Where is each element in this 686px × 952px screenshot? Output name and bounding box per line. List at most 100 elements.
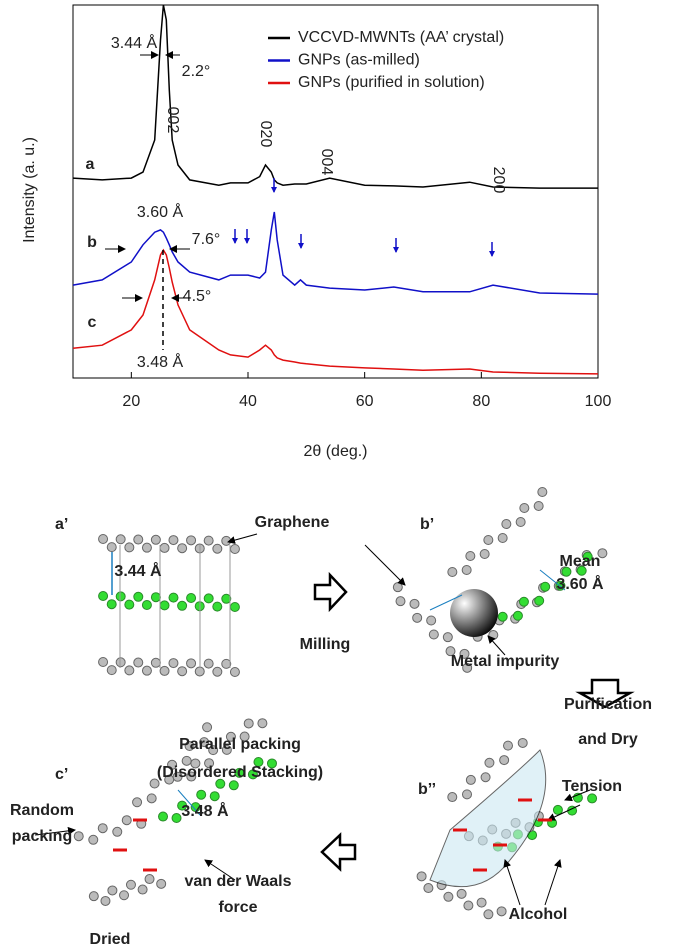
- annotation: c: [88, 314, 97, 331]
- atom: [133, 657, 144, 668]
- atom: [167, 759, 178, 770]
- schematic-label: Graphene: [255, 514, 330, 531]
- atom: [106, 542, 117, 553]
- atom: [212, 666, 223, 677]
- schematic-label: Dried: [90, 931, 131, 948]
- atom: [124, 542, 135, 553]
- atom: [461, 789, 472, 800]
- pointer: [227, 533, 258, 544]
- atom: [150, 592, 161, 603]
- atom: [459, 648, 470, 659]
- atom: [194, 666, 205, 677]
- atom: [202, 722, 213, 733]
- atom: [225, 731, 236, 742]
- atom: [208, 745, 219, 756]
- atom: [121, 815, 132, 826]
- atom: [503, 740, 514, 751]
- schematic-label: Tension: [562, 778, 622, 795]
- schematic: a’ Graphene 3.44 Å Milling b’ Mean 3.60 Å Metal…: [10, 487, 652, 948]
- pointer: [503, 859, 521, 906]
- atom: [247, 769, 258, 780]
- atom: [409, 598, 420, 609]
- atom: [177, 600, 188, 611]
- legend-label: VCCVD-MWNTs (AA’ crystal): [298, 29, 504, 46]
- atom: [517, 737, 528, 748]
- atom: [576, 565, 587, 576]
- atom: [184, 741, 195, 752]
- atom: [150, 534, 161, 545]
- atom: [428, 629, 439, 640]
- atom: [196, 789, 207, 800]
- atom: [73, 831, 84, 842]
- legend-label: GNPs (purified in solution): [298, 74, 485, 91]
- pointer: [487, 635, 506, 656]
- atom: [159, 542, 170, 553]
- x-tick-label: 80: [472, 393, 490, 410]
- atom: [561, 566, 572, 577]
- schematic-label: 3.44 Å: [114, 561, 162, 580]
- atom: [203, 593, 214, 604]
- atom: [456, 888, 467, 899]
- atom: [141, 599, 152, 610]
- atom: [552, 804, 563, 815]
- pointer: [204, 859, 236, 881]
- atom: [159, 600, 170, 611]
- atom: [168, 535, 179, 546]
- atom: [518, 596, 529, 607]
- atom: [149, 778, 160, 789]
- atom: [190, 758, 201, 769]
- atom: [416, 871, 427, 882]
- atom: [133, 591, 144, 602]
- schematic-label: (Disordered Stacking): [157, 764, 323, 781]
- alcohol: [429, 749, 547, 888]
- annotation: 4.5°: [183, 288, 212, 305]
- atom: [177, 666, 188, 677]
- atom: [480, 772, 491, 783]
- atom: [159, 665, 170, 676]
- atom: [137, 884, 148, 895]
- x-tick-label: 20: [122, 393, 140, 410]
- annotation: 200: [490, 167, 507, 194]
- atom: [115, 591, 126, 602]
- y-axis-label: Intensity (a. u.): [21, 137, 38, 243]
- atom: [106, 665, 117, 676]
- atom: [119, 890, 130, 901]
- atom: [204, 758, 215, 769]
- atom: [463, 900, 474, 911]
- annotation: 3.60 Å: [137, 202, 184, 221]
- atom: [533, 500, 544, 511]
- atom: [597, 548, 608, 559]
- atom: [426, 615, 437, 626]
- atom: [203, 535, 214, 546]
- legend-label: GNPs (as-milled): [298, 52, 420, 69]
- schematic-label: 3.48 Å: [181, 801, 229, 820]
- atom: [124, 665, 135, 676]
- schematic-label: Mean: [560, 553, 601, 570]
- atom: [171, 813, 182, 824]
- atom: [519, 503, 530, 514]
- atom: [392, 582, 403, 593]
- atom: [172, 771, 183, 782]
- atom: [496, 906, 507, 917]
- atom: [168, 592, 179, 603]
- schematic-label: Purification: [564, 696, 652, 713]
- annotation: 002: [164, 107, 181, 134]
- atom: [229, 666, 240, 677]
- atom: [465, 551, 476, 562]
- atom: [461, 564, 472, 575]
- atom: [515, 516, 526, 527]
- schematic-label: 3.60 Å: [556, 574, 604, 593]
- atom: [257, 718, 268, 729]
- atom: [203, 658, 214, 669]
- x-tick-label: 60: [356, 393, 374, 410]
- atom: [177, 800, 188, 811]
- pointer: [544, 859, 562, 906]
- xrd-curve: [72, 211, 599, 295]
- atom: [512, 610, 523, 621]
- atom: [209, 791, 220, 802]
- atom: [199, 737, 210, 748]
- impurity-arrowhead: [393, 247, 399, 253]
- atom: [479, 548, 490, 559]
- atom: [88, 891, 99, 902]
